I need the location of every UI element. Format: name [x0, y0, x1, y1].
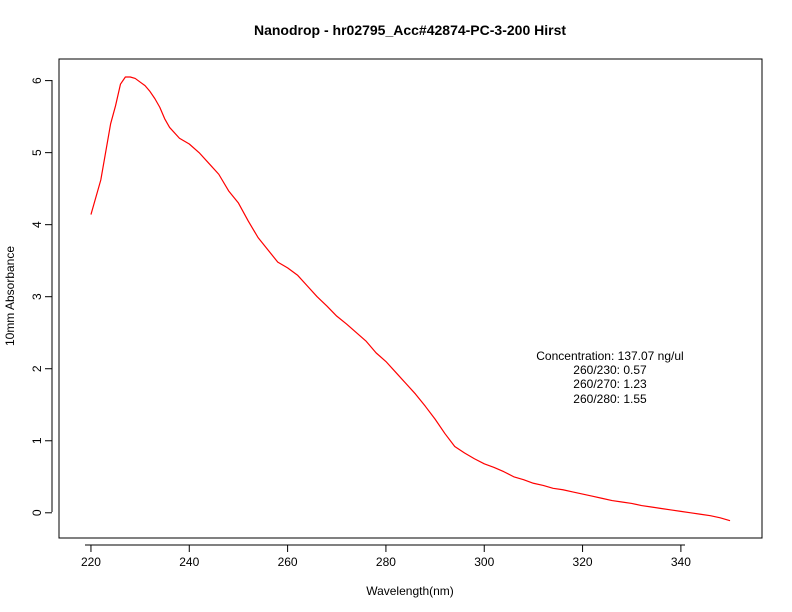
annotation-260-280: 260/280: 1.55: [573, 392, 647, 406]
y-tick-label: 0: [30, 509, 44, 516]
x-axis-ticks: 220 240 260 280 300 320 340: [81, 545, 691, 569]
x-tick-label: 260: [278, 555, 298, 569]
annotation-260-270: 260/270: 1.23: [573, 377, 647, 391]
x-tick-label: 240: [179, 555, 199, 569]
chart-title: Nanodrop - hr02795_Acc#42874-PC-3-200 Hi…: [254, 22, 566, 38]
y-tick-label: 3: [30, 293, 44, 300]
annotation-260-230: 260/230: 0.57: [573, 363, 647, 377]
y-axis-label: 10mm Absorbance: [3, 246, 17, 346]
x-axis-label: Wavelength(nm): [366, 584, 454, 598]
series-group: [90, 76, 731, 522]
y-tick-label: 6: [30, 77, 44, 84]
annotation-block: Concentration: 137.07 ng/ul 260/230: 0.5…: [536, 349, 683, 406]
y-tick-label: 2: [30, 365, 44, 372]
annotation-concentration: Concentration: 137.07 ng/ul: [536, 349, 683, 363]
y-axis-ticks: 0 1 2 3 4 5 6: [30, 77, 52, 516]
x-tick-label: 280: [376, 555, 396, 569]
absorbance-series-line: [90, 76, 731, 522]
y-tick-label: 5: [30, 149, 44, 156]
x-tick-label: 340: [671, 555, 691, 569]
plot-frame: [58, 58, 763, 539]
y-tick-label: 1: [30, 437, 44, 444]
x-tick-label: 320: [573, 555, 593, 569]
x-tick-label: 220: [81, 555, 101, 569]
x-tick-label: 300: [474, 555, 494, 569]
y-tick-label: 4: [30, 221, 44, 228]
